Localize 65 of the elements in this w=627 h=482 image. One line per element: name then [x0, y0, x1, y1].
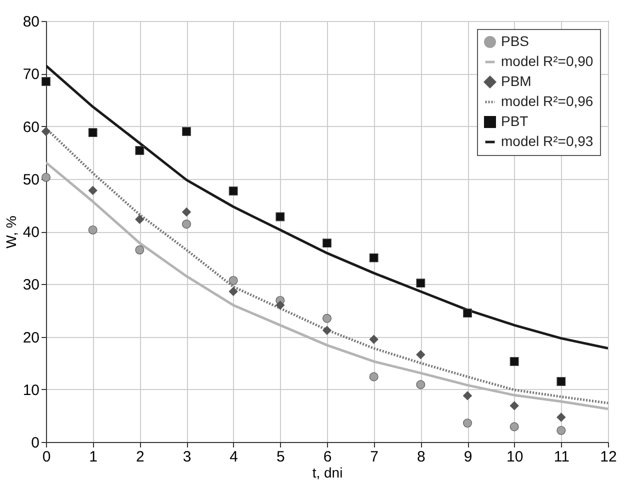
point: [228, 287, 238, 296]
y-tick-label: 20: [22, 329, 40, 346]
legend-label: PBT: [501, 113, 529, 129]
y-tick-label: 0: [31, 434, 40, 452]
legend-label: model R²=0,96: [501, 93, 594, 109]
point: [416, 350, 426, 360]
point: [182, 208, 191, 217]
x-tick-label: 6: [323, 448, 332, 466]
point: [135, 146, 144, 155]
point: [182, 220, 191, 229]
x-tick-label: 11: [554, 448, 570, 466]
legend-label: model R²=0,90: [501, 53, 594, 69]
x-tick-label: 0: [42, 448, 51, 466]
point: [276, 300, 285, 310]
point: [369, 253, 378, 262]
x-tick-label: 3: [182, 448, 192, 466]
point: [510, 357, 519, 366]
y-tick-label: 30: [22, 276, 40, 294]
x-tick-label: 9: [464, 448, 472, 466]
legend-label: PBS: [501, 33, 530, 49]
point: [88, 186, 98, 195]
x-tick-label: 2: [136, 448, 144, 466]
point: [276, 212, 285, 222]
y-axis-title: W, %: [2, 216, 19, 248]
point: [88, 225, 98, 234]
y-tick-label: 10: [22, 382, 40, 399]
x-axis-title: t, dni: [312, 464, 343, 480]
point: [135, 245, 144, 254]
point: [463, 391, 472, 400]
point: [369, 334, 378, 344]
x-tick-label: 8: [416, 448, 426, 466]
point: [556, 377, 566, 386]
y-tick-label: 60: [22, 118, 40, 136]
point: [88, 128, 98, 138]
x-tick-label: 5: [276, 448, 285, 466]
x-tick-label: 12: [600, 448, 617, 466]
point: [42, 127, 50, 136]
point: [322, 238, 332, 248]
point: [416, 278, 426, 288]
point: [556, 412, 566, 422]
point: [182, 127, 191, 136]
point: [556, 426, 566, 435]
y-tick-label: 40: [22, 224, 40, 241]
point: [42, 172, 50, 182]
point: [135, 214, 144, 224]
point: [228, 276, 238, 285]
point: [510, 401, 519, 410]
point: [463, 418, 472, 428]
legend-label: model R²=0,93: [501, 133, 594, 149]
point: [416, 380, 426, 390]
x-tick-label: 1: [89, 448, 98, 466]
point: [463, 308, 472, 318]
point: [228, 186, 238, 196]
x-tick-label: 7: [370, 448, 379, 466]
point: [42, 77, 50, 86]
y-tick-label: 80: [22, 14, 40, 30]
y-tick-label: 50: [22, 171, 40, 188]
point: [510, 422, 519, 432]
point: [322, 326, 332, 335]
point: [369, 372, 378, 382]
y-tick-label: 70: [22, 66, 40, 84]
x-tick-label: 10: [506, 448, 524, 466]
point: [322, 314, 332, 323]
legend-label: PBM: [501, 73, 532, 89]
x-tick-label: 4: [230, 448, 238, 466]
